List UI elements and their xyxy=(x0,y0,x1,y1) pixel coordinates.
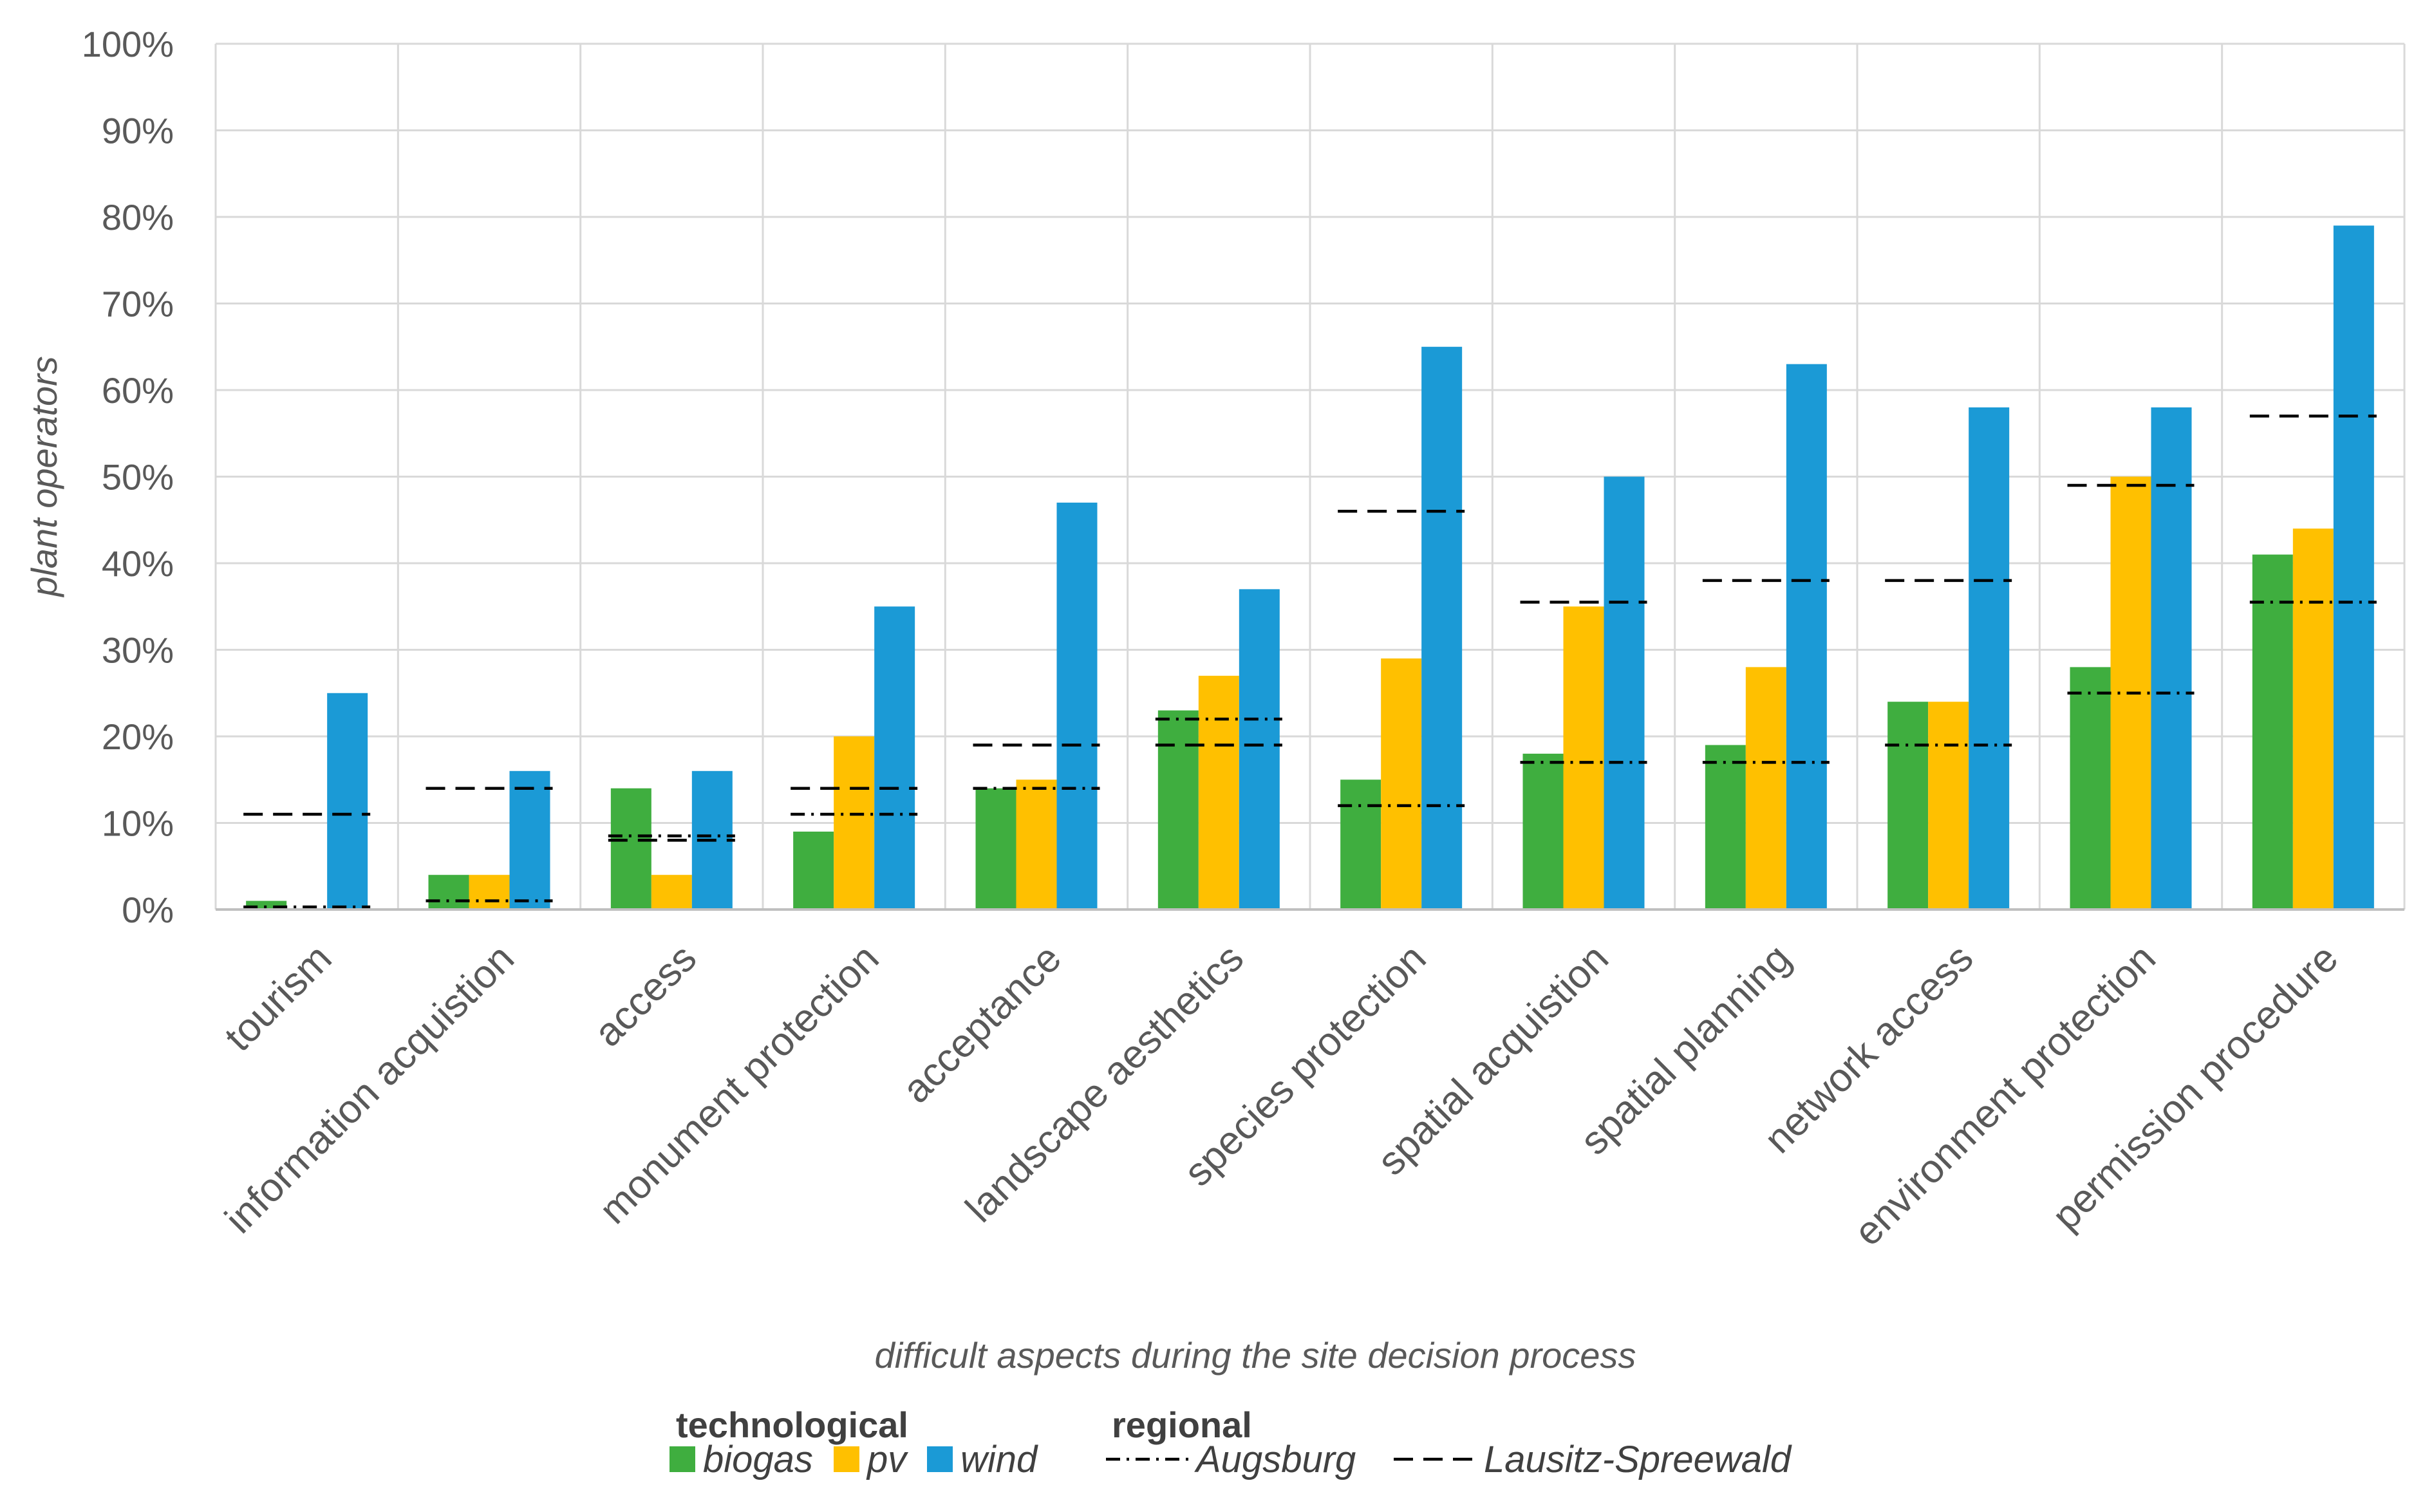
category-label: environment protection xyxy=(1846,936,2164,1255)
category-label: access xyxy=(586,936,705,1055)
legend-swatch-biogas xyxy=(669,1446,695,1472)
bar-biogas xyxy=(610,788,651,910)
y-tick-label: 70% xyxy=(102,284,174,324)
category-label: acceptance xyxy=(894,936,1070,1112)
bar-biogas xyxy=(428,875,469,910)
bar-biogas xyxy=(1157,710,1199,910)
bar-biogas xyxy=(1340,779,1381,910)
category-label: tourism xyxy=(216,936,341,1060)
bar-wind xyxy=(1604,476,1645,910)
bar-pv xyxy=(2292,528,2334,910)
y-tick-label: 0% xyxy=(122,890,174,930)
legend-label-biogas: biogas xyxy=(703,1439,813,1480)
legend-label-pv: pv xyxy=(866,1439,908,1480)
bar-wind xyxy=(2151,407,2192,910)
legend-technological-title: technological xyxy=(676,1405,908,1445)
legend-label-Augsburg: Augsburg xyxy=(1194,1439,1356,1480)
gridlines xyxy=(214,42,2406,910)
legend-label-wind: wind xyxy=(960,1439,1038,1480)
bars xyxy=(246,225,2374,910)
y-tick-label: 60% xyxy=(102,370,174,411)
bar-biogas xyxy=(793,831,834,910)
legend-swatch-wind xyxy=(927,1446,953,1472)
x-axis-title: difficult aspects during the site decisi… xyxy=(875,1335,1636,1376)
bar-wind xyxy=(1969,407,2010,910)
bar-pv xyxy=(651,875,692,910)
axes: 0% 10% 20% 30% 40% 50% 60% 70% 80% 90% 100% xyxy=(82,24,2404,930)
bar-biogas xyxy=(2252,554,2293,910)
bar-pv xyxy=(1745,667,1786,910)
bar-pv xyxy=(469,875,510,910)
bar-wind xyxy=(509,770,550,910)
legend-label-Lausitz-Spreewald: Lausitz-Spreewald xyxy=(1484,1439,1792,1480)
y-tick-label: 30% xyxy=(102,630,174,671)
bar-wind xyxy=(1056,502,1098,910)
bar-wind xyxy=(1239,589,1280,910)
bar-pv xyxy=(1563,606,1604,910)
bar-pv xyxy=(1198,675,1239,910)
y-tick-label: 100% xyxy=(82,24,174,64)
bar-pv xyxy=(1016,779,1057,910)
bar-biogas xyxy=(975,788,1016,910)
bar-wind xyxy=(1421,346,1463,910)
y-axis-title: plant operators xyxy=(24,356,64,598)
bar-wind xyxy=(2333,225,2374,910)
bar-wind xyxy=(327,693,368,910)
bar-pv xyxy=(1928,702,1969,910)
y-tick-label: 50% xyxy=(102,457,174,498)
bar-biogas xyxy=(1705,745,1746,910)
bar-biogas xyxy=(1522,753,1564,910)
y-tick-label: 10% xyxy=(102,803,174,844)
y-tick-label: 90% xyxy=(102,111,174,151)
bar-pv xyxy=(834,736,875,910)
legend-swatch-pv xyxy=(834,1446,859,1472)
bar-biogas xyxy=(1887,702,1929,910)
legend: technological regional biogas pv wind Augsb… xyxy=(669,1405,1792,1480)
y-tick-label: 80% xyxy=(102,197,174,238)
bar-pv xyxy=(1381,658,1422,910)
bar-wind xyxy=(1786,364,1827,910)
y-tick-label: 20% xyxy=(102,716,174,757)
bar-wind xyxy=(874,606,915,910)
legend-items: biogas pv wind Augsburg Lausitz-Spreewald xyxy=(669,1439,1792,1480)
y-tick-label: 40% xyxy=(102,543,174,584)
regional-lines xyxy=(243,415,2377,909)
bar-biogas xyxy=(2070,667,2111,910)
legend-regional-title: regional xyxy=(1112,1405,1252,1445)
